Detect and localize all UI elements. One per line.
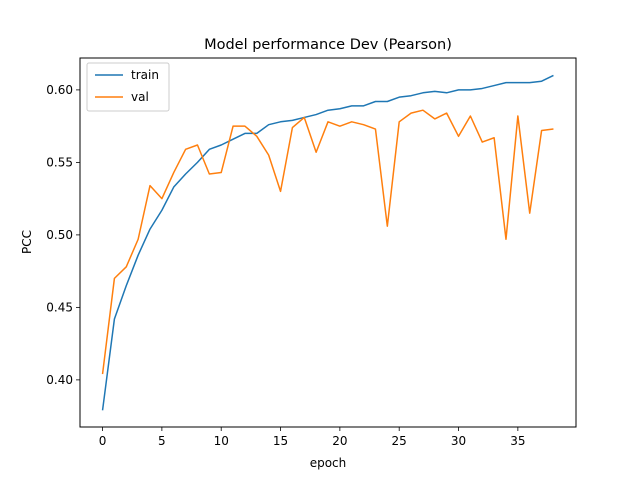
legend: train val [86,62,170,112]
y-tick-label: 0.55 [46,155,73,169]
x-tick-label: 5 [158,434,166,448]
x-tick-label: 0 [99,434,107,448]
ticks-layer: 0 5 10 15 20 25 30 35 0.40 0.45 0.50 0.55 0.60 [46,83,525,448]
legend-label-val: val [131,90,149,104]
x-tick-label: 30 [451,434,466,448]
x-tick-label: 15 [273,434,288,448]
x-tick-label: 10 [214,434,229,448]
series-line-val [101,109,554,375]
x-axis-label: epoch [310,456,347,470]
y-tick-label: 0.45 [46,300,73,314]
y-axis-label: PCC [20,230,34,254]
y-tick-label: 0.40 [46,373,73,387]
axes-frame [79,57,577,428]
axes-background [80,58,576,427]
series-layer [101,74,554,411]
chart-title: Model performance Dev (Pearson) [204,37,452,53]
x-tick-label: 25 [392,434,407,448]
y-tick-label: 0.60 [46,83,73,97]
x-tick-label: 35 [510,434,525,448]
legend-label-train: train [131,68,159,82]
plot-area: 0 5 10 15 20 25 30 35 0.40 0.45 0.50 0.55 0.60 [46,57,577,448]
series-line-train [101,74,554,411]
x-tick-label: 20 [332,434,347,448]
y-tick-label: 0.50 [46,228,73,242]
